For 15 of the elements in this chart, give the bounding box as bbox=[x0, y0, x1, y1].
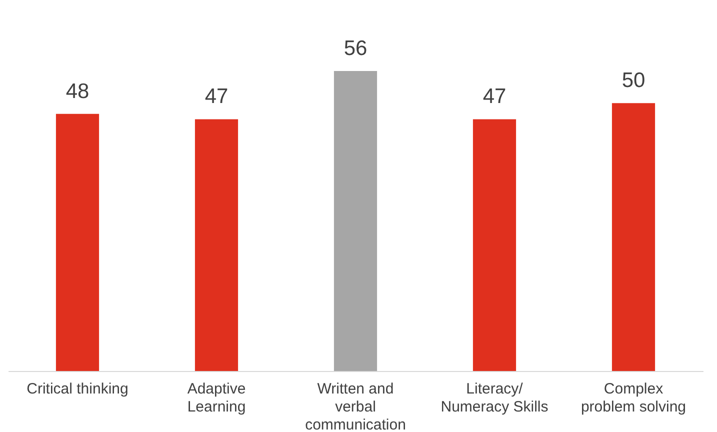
bar bbox=[612, 103, 656, 371]
x-tick-label: Literacy/ Numeracy Skills bbox=[440, 380, 548, 416]
x-tick-label: Adaptive Learning bbox=[187, 380, 246, 416]
bar bbox=[334, 71, 378, 371]
x-tick-label: Critical thinking bbox=[26, 380, 128, 398]
data-label: 47 bbox=[204, 85, 228, 108]
data-label: 50 bbox=[622, 69, 646, 92]
x-tick-label: Written and verbal communication bbox=[305, 380, 406, 432]
bar bbox=[194, 119, 238, 371]
x-tick-label: Complex problem solving bbox=[580, 380, 686, 416]
data-label: 47 bbox=[482, 85, 506, 108]
bar bbox=[472, 119, 516, 371]
bar bbox=[56, 114, 100, 371]
data-label: 56 bbox=[344, 37, 368, 60]
data-label: 48 bbox=[66, 80, 90, 103]
